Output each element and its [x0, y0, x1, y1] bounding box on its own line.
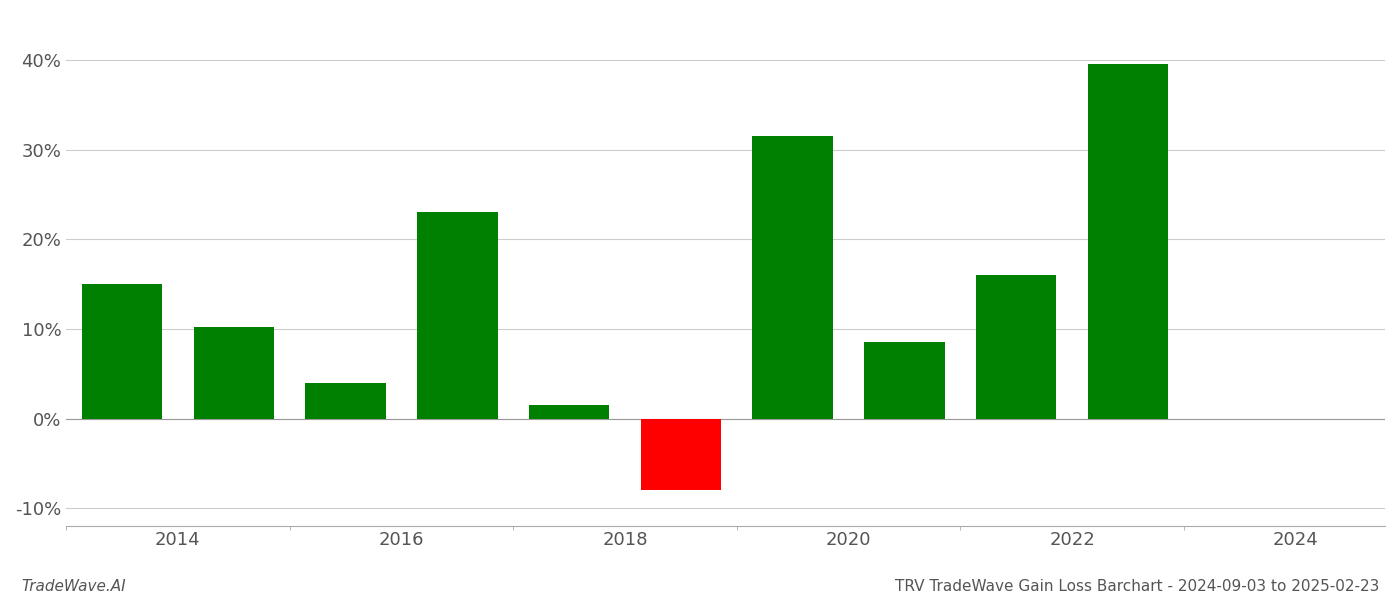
- Text: TRV TradeWave Gain Loss Barchart - 2024-09-03 to 2025-02-23: TRV TradeWave Gain Loss Barchart - 2024-…: [895, 579, 1379, 594]
- Bar: [417, 212, 497, 419]
- Bar: [193, 327, 274, 419]
- Text: TradeWave.AI: TradeWave.AI: [21, 579, 126, 594]
- Bar: [81, 284, 162, 419]
- Bar: [864, 343, 945, 419]
- Bar: [641, 419, 721, 490]
- Bar: [1088, 64, 1168, 419]
- Bar: [305, 383, 386, 419]
- Bar: [752, 136, 833, 419]
- Bar: [976, 275, 1057, 419]
- Bar: [529, 405, 609, 419]
